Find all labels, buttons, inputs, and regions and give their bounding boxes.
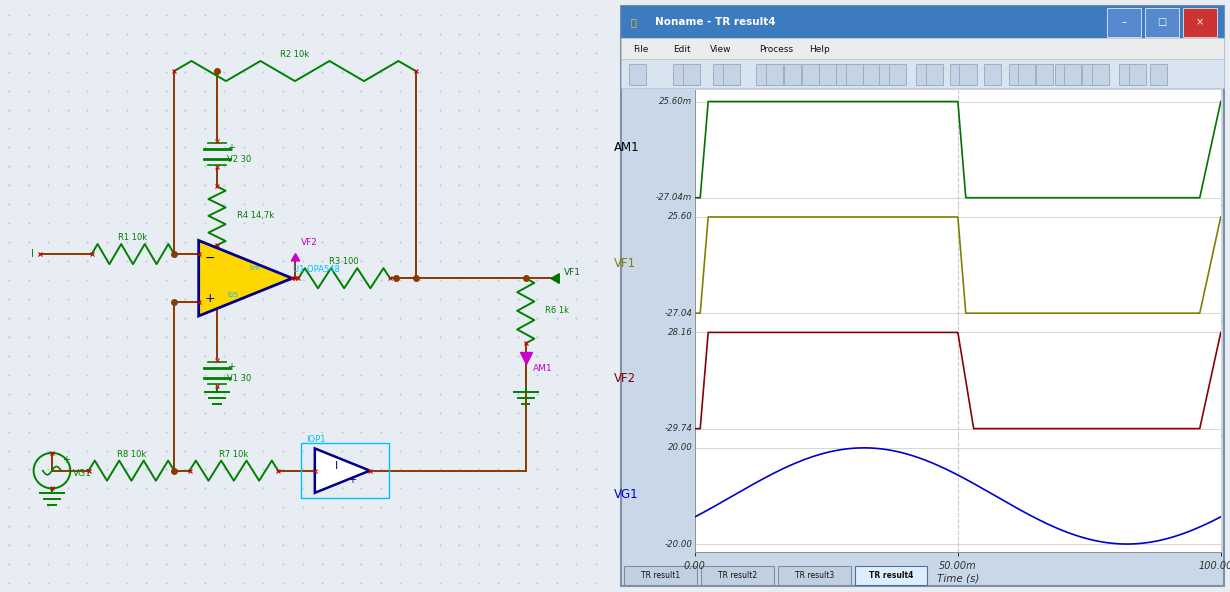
Text: U1 OPA548: U1 OPA548: [293, 265, 341, 275]
FancyBboxPatch shape: [1018, 64, 1036, 85]
FancyBboxPatch shape: [1082, 64, 1100, 85]
Polygon shape: [315, 449, 370, 493]
FancyBboxPatch shape: [1183, 8, 1218, 37]
FancyBboxPatch shape: [1092, 64, 1109, 85]
Text: VG1: VG1: [74, 469, 92, 478]
Text: -27.04: -27.04: [664, 308, 692, 318]
Text: VG1: VG1: [614, 488, 638, 500]
Text: R1 10k: R1 10k: [118, 233, 148, 242]
FancyBboxPatch shape: [629, 64, 646, 85]
Text: -27.04m: -27.04m: [656, 193, 692, 202]
FancyBboxPatch shape: [802, 64, 819, 85]
Text: 20.00: 20.00: [668, 443, 692, 452]
FancyBboxPatch shape: [1107, 8, 1141, 37]
Text: I: I: [31, 249, 33, 259]
Text: -29.74: -29.74: [664, 424, 692, 433]
FancyBboxPatch shape: [723, 64, 740, 85]
FancyBboxPatch shape: [862, 64, 879, 85]
FancyBboxPatch shape: [779, 566, 851, 585]
FancyBboxPatch shape: [1054, 64, 1071, 85]
FancyBboxPatch shape: [1150, 64, 1167, 85]
FancyBboxPatch shape: [785, 64, 802, 85]
Text: –: –: [1122, 18, 1127, 27]
Text: R6 1k: R6 1k: [545, 306, 569, 316]
Text: 28.16: 28.16: [668, 328, 692, 337]
FancyBboxPatch shape: [1036, 64, 1054, 85]
Text: E/S: E/S: [228, 292, 239, 298]
Text: IOP1: IOP1: [305, 435, 325, 444]
Text: TR result2: TR result2: [718, 571, 756, 580]
Text: VF2: VF2: [301, 238, 319, 247]
Text: VF2: VF2: [614, 372, 636, 385]
Text: AM1: AM1: [533, 364, 552, 374]
Text: Process: Process: [759, 44, 793, 54]
Text: □: □: [1157, 18, 1167, 27]
Text: 25.60: 25.60: [668, 213, 692, 221]
Text: R3 100: R3 100: [330, 257, 359, 266]
Text: Help: Help: [809, 44, 829, 54]
Text: TR result1: TR result1: [641, 571, 680, 580]
FancyBboxPatch shape: [888, 64, 905, 85]
FancyBboxPatch shape: [1064, 64, 1081, 85]
Text: +: +: [228, 362, 235, 372]
FancyBboxPatch shape: [625, 566, 696, 585]
Text: +: +: [204, 292, 215, 305]
FancyBboxPatch shape: [701, 566, 774, 585]
Text: R8 10k: R8 10k: [117, 449, 146, 459]
Text: TR result3: TR result3: [795, 571, 834, 580]
FancyBboxPatch shape: [621, 38, 1224, 59]
FancyBboxPatch shape: [674, 64, 691, 85]
FancyBboxPatch shape: [765, 64, 782, 85]
Text: 25.60m: 25.60m: [659, 97, 692, 106]
Text: −: −: [204, 252, 215, 265]
Text: VF1: VF1: [563, 268, 581, 277]
FancyBboxPatch shape: [836, 64, 854, 85]
Text: R7 10k: R7 10k: [219, 449, 248, 459]
Text: 📊: 📊: [630, 18, 636, 27]
FancyBboxPatch shape: [713, 64, 731, 85]
FancyBboxPatch shape: [916, 64, 934, 85]
Text: V1 30: V1 30: [228, 374, 252, 384]
Text: +: +: [63, 455, 70, 465]
FancyBboxPatch shape: [959, 64, 977, 85]
FancyBboxPatch shape: [846, 64, 863, 85]
FancyBboxPatch shape: [1129, 64, 1145, 85]
FancyBboxPatch shape: [683, 64, 700, 85]
FancyBboxPatch shape: [621, 6, 1224, 38]
Text: File: File: [633, 44, 649, 54]
Text: AM1: AM1: [614, 141, 640, 154]
FancyBboxPatch shape: [1145, 8, 1178, 37]
Text: +: +: [228, 143, 235, 153]
FancyBboxPatch shape: [621, 59, 1224, 88]
FancyBboxPatch shape: [756, 64, 774, 85]
FancyBboxPatch shape: [621, 6, 1224, 586]
FancyBboxPatch shape: [926, 64, 943, 85]
Text: +: +: [348, 475, 357, 484]
FancyBboxPatch shape: [1009, 64, 1026, 85]
Text: VF1: VF1: [614, 257, 636, 269]
Polygon shape: [199, 240, 293, 316]
Text: R4 14,7k: R4 14,7k: [236, 211, 274, 220]
Text: TR result4: TR result4: [868, 571, 914, 580]
FancyBboxPatch shape: [984, 64, 1001, 85]
X-axis label: Time (s): Time (s): [937, 574, 979, 584]
FancyBboxPatch shape: [855, 566, 927, 585]
Text: View: View: [711, 44, 732, 54]
FancyBboxPatch shape: [879, 64, 897, 85]
Text: -20.00: -20.00: [664, 539, 692, 549]
Text: R2 10k: R2 10k: [280, 50, 310, 59]
Text: Edit: Edit: [674, 44, 691, 54]
Text: I: I: [335, 461, 338, 471]
Text: V2 30: V2 30: [228, 155, 252, 165]
Text: Noname - TR result4: Noname - TR result4: [654, 18, 776, 27]
FancyBboxPatch shape: [819, 64, 836, 85]
FancyBboxPatch shape: [950, 64, 967, 85]
FancyBboxPatch shape: [1119, 64, 1137, 85]
Text: ×: ×: [1196, 18, 1204, 27]
Text: lim: lim: [250, 265, 261, 271]
